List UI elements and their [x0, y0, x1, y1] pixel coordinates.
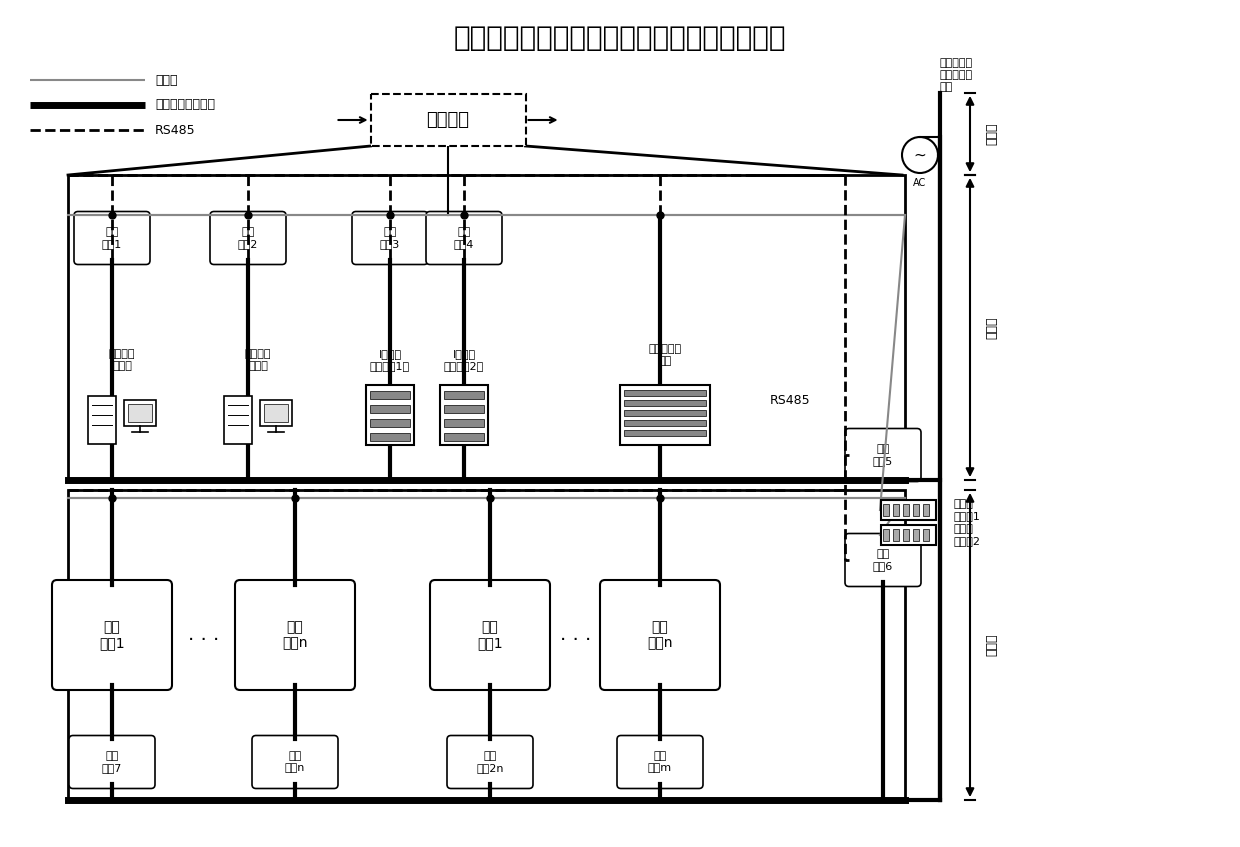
Bar — [880, 525, 935, 545]
Text: 变电站二次
自动化设备
电源: 变电站二次 自动化设备 电源 — [940, 58, 973, 91]
Bar — [620, 385, 711, 445]
Bar — [370, 391, 410, 399]
FancyBboxPatch shape — [352, 212, 428, 264]
Bar — [624, 430, 706, 436]
Bar — [893, 504, 899, 516]
Bar — [923, 529, 929, 541]
FancyBboxPatch shape — [430, 580, 551, 690]
Bar — [440, 385, 489, 445]
Text: I区数据
网关机（1）: I区数据 网关机（1） — [370, 349, 410, 371]
FancyBboxPatch shape — [446, 735, 533, 789]
Text: 遥控
空开7: 遥控 空开7 — [102, 751, 123, 772]
FancyBboxPatch shape — [252, 735, 339, 789]
Bar — [128, 404, 153, 422]
Bar — [893, 529, 899, 541]
Text: 电源管理服
务器: 电源管理服 务器 — [649, 344, 682, 366]
Bar — [444, 419, 484, 427]
Text: . . .: . . . — [188, 625, 219, 645]
Text: 保护
装置n: 保护 装置n — [647, 620, 673, 650]
Bar — [366, 385, 414, 445]
Text: 遥控
空开2n: 遥控 空开2n — [476, 751, 503, 772]
Bar — [923, 504, 929, 516]
Bar — [370, 405, 410, 413]
FancyBboxPatch shape — [69, 735, 155, 789]
Bar — [624, 420, 706, 426]
Bar — [883, 504, 889, 516]
Bar — [124, 400, 156, 426]
Text: 调度层: 调度层 — [986, 123, 998, 145]
Bar — [903, 529, 909, 541]
Text: 间隔层: 间隔层 — [986, 634, 998, 656]
Text: 以太网
交换机1: 以太网 交换机1 — [954, 499, 980, 521]
Bar — [913, 529, 919, 541]
FancyBboxPatch shape — [74, 212, 150, 264]
FancyBboxPatch shape — [236, 580, 355, 690]
Bar — [624, 410, 706, 416]
Bar — [88, 396, 117, 444]
Bar — [444, 433, 484, 441]
Text: 遥控
空开2: 遥控 空开2 — [238, 227, 258, 249]
Text: 监控主机
（主）: 监控主机 （主） — [109, 349, 135, 371]
Bar — [624, 400, 706, 406]
Bar — [371, 94, 526, 146]
FancyBboxPatch shape — [600, 580, 720, 690]
Bar — [913, 504, 919, 516]
Text: 站控层: 站控层 — [986, 316, 998, 339]
Bar — [903, 504, 909, 516]
Text: . . .: . . . — [560, 625, 591, 645]
Text: 遥控
空开6: 遥控 空开6 — [873, 549, 893, 571]
Bar — [444, 405, 484, 413]
Text: RS485: RS485 — [770, 394, 811, 407]
Text: I区数据
网关机（2）: I区数据 网关机（2） — [444, 349, 484, 371]
Bar — [883, 529, 889, 541]
Bar — [370, 433, 410, 441]
Text: 以太网
交换机2: 以太网 交换机2 — [954, 524, 980, 545]
Text: 遥控
空开n: 遥控 空开n — [285, 751, 305, 772]
Text: 监控主机
（备）: 监控主机 （备） — [244, 349, 272, 371]
Text: 遥控
空开3: 遥控 空开3 — [379, 227, 401, 249]
Text: 以太网: 以太网 — [155, 74, 177, 86]
FancyBboxPatch shape — [844, 534, 921, 586]
Text: 变电站二次自动化设备智能电源管理系统架构: 变电站二次自动化设备智能电源管理系统架构 — [454, 24, 786, 52]
Text: 站内设备装置电源: 站内设备装置电源 — [155, 98, 215, 112]
Text: ~: ~ — [914, 147, 926, 163]
Bar — [624, 390, 706, 396]
FancyBboxPatch shape — [618, 735, 703, 789]
Bar — [880, 500, 935, 520]
Bar — [264, 404, 288, 422]
FancyBboxPatch shape — [210, 212, 286, 264]
Text: 测控
装置n: 测控 装置n — [283, 620, 308, 650]
Text: 遥控
空开4: 遥控 空开4 — [454, 227, 474, 249]
Text: 遥控
空开5: 遥控 空开5 — [873, 444, 893, 466]
Text: AC: AC — [914, 178, 926, 188]
Text: 遥控
空开m: 遥控 空开m — [649, 751, 672, 772]
FancyBboxPatch shape — [427, 212, 502, 264]
Text: 调度中心: 调度中心 — [427, 111, 470, 129]
FancyBboxPatch shape — [844, 429, 921, 481]
FancyBboxPatch shape — [52, 580, 172, 690]
Bar — [224, 396, 252, 444]
Bar — [68, 175, 905, 480]
Text: 遥控
空开1: 遥控 空开1 — [102, 227, 122, 249]
Bar — [68, 490, 905, 800]
Bar — [260, 400, 291, 426]
Text: RS485: RS485 — [155, 124, 196, 136]
Bar — [444, 391, 484, 399]
Text: 保护
装置1: 保护 装置1 — [477, 620, 502, 650]
Text: 测控
装置1: 测控 装置1 — [99, 620, 125, 650]
Bar — [370, 419, 410, 427]
